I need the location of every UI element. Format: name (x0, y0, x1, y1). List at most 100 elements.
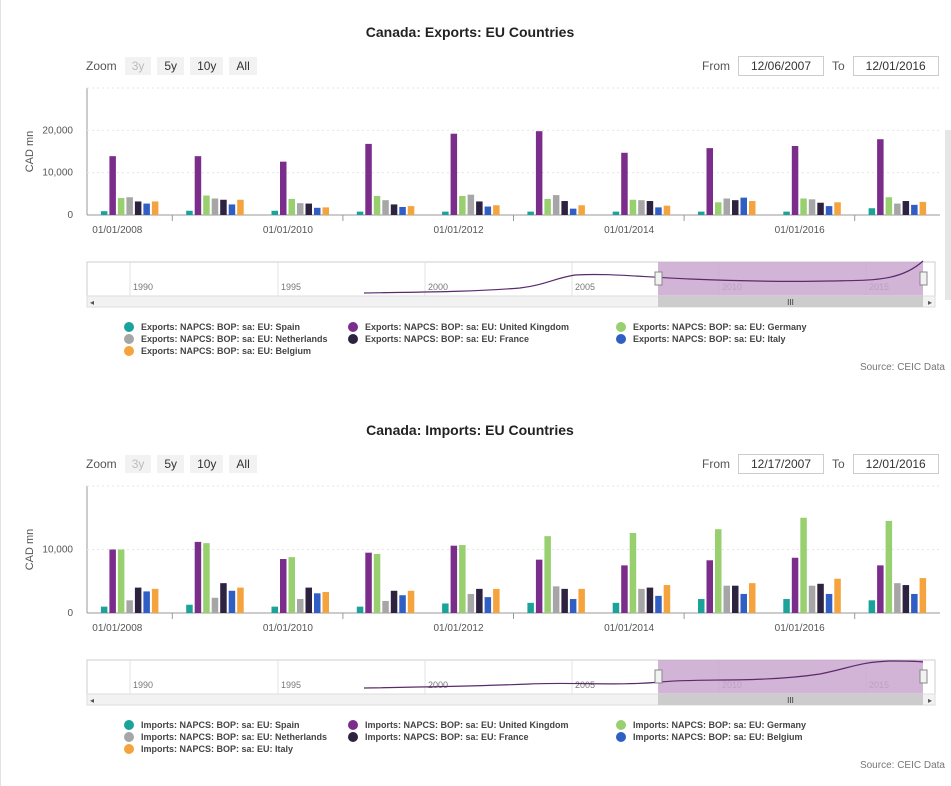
bar-netherlands[interactable] (297, 599, 304, 613)
bar-united-kingdom[interactable] (194, 541, 202, 613)
scroll-left-arrow-icon[interactable]: ◂ (90, 696, 94, 705)
bar-italy[interactable] (322, 592, 330, 613)
bar-belgium[interactable] (143, 591, 150, 613)
bar-belgium[interactable] (237, 199, 244, 215)
bar-italy[interactable] (919, 578, 927, 613)
bar-spain[interactable] (271, 606, 279, 613)
bar-germany[interactable] (885, 520, 893, 613)
bar-italy[interactable] (399, 206, 406, 215)
bar-united-kingdom[interactable] (706, 560, 714, 613)
bar-belgium[interactable] (493, 205, 500, 215)
zoom-5y-button[interactable]: 5y (157, 455, 185, 473)
bar-france[interactable] (220, 199, 227, 215)
bar-italy[interactable] (569, 208, 577, 215)
bar-united-kingdom[interactable] (706, 148, 714, 215)
scroll-right-arrow-icon[interactable]: ▸ (928, 696, 932, 705)
bar-netherlands[interactable] (382, 600, 389, 613)
bar-belgium[interactable] (314, 593, 321, 613)
bar-belgium[interactable] (834, 202, 841, 215)
legend-item[interactable]: Exports: NAPCS: BOP: sa: EU: Netherlands (124, 334, 328, 344)
bar-netherlands[interactable] (638, 200, 645, 215)
bar-belgium[interactable] (919, 201, 927, 215)
bar-italy[interactable] (663, 585, 671, 613)
bar-germany[interactable] (715, 202, 722, 215)
bar-netherlands[interactable] (894, 583, 901, 613)
zoom-10y-button[interactable]: 10y (190, 57, 224, 75)
bar-united-kingdom[interactable] (365, 143, 372, 215)
bar-italy[interactable] (825, 206, 833, 215)
bar-belgium[interactable] (578, 205, 585, 215)
bar-netherlands[interactable] (552, 195, 560, 215)
legend-item[interactable]: Imports: NAPCS: BOP: sa: EU: Italy (124, 744, 293, 754)
navigator-scrollbar-thumb[interactable] (658, 694, 923, 705)
bar-belgium[interactable] (569, 599, 577, 613)
bar-france[interactable] (134, 587, 142, 613)
bar-france[interactable] (476, 201, 483, 215)
bar-spain[interactable] (868, 208, 876, 215)
bar-germany[interactable] (800, 517, 807, 613)
bar-spain[interactable] (868, 600, 876, 613)
bar-netherlands[interactable] (382, 200, 389, 215)
bar-italy[interactable] (749, 583, 756, 613)
bar-germany[interactable] (373, 195, 381, 215)
bar-germany[interactable] (373, 553, 381, 613)
bar-spain[interactable] (356, 606, 364, 613)
bar-spain[interactable] (356, 211, 364, 215)
navigator-scrollbar-track[interactable] (86, 693, 936, 706)
bar-belgium[interactable] (407, 206, 415, 215)
bar-spain[interactable] (612, 602, 620, 613)
scroll-left-arrow-icon[interactable]: ◂ (90, 298, 94, 307)
bar-united-kingdom[interactable] (109, 549, 116, 614)
bar-united-kingdom[interactable] (877, 139, 884, 215)
bar-germany[interactable] (288, 557, 296, 613)
bar-france[interactable] (220, 583, 227, 613)
bar-belgium[interactable] (749, 201, 756, 215)
bar-belgium[interactable] (399, 595, 406, 613)
to-date-input[interactable]: 12/01/2016 (852, 454, 939, 474)
bar-germany[interactable] (629, 199, 637, 215)
bar-france[interactable] (305, 587, 313, 613)
bar-netherlands[interactable] (211, 597, 219, 613)
bar-germany[interactable] (203, 195, 210, 215)
bar-france[interactable] (817, 202, 824, 215)
bar-netherlands[interactable] (467, 194, 475, 215)
navigator-scrollbar-thumb[interactable] (658, 296, 923, 307)
bar-belgium[interactable] (228, 590, 236, 613)
bar-netherlands[interactable] (808, 585, 816, 613)
bar-germany[interactable] (800, 198, 807, 215)
bar-italy[interactable] (151, 588, 159, 613)
navigator-left-handle[interactable] (654, 669, 663, 684)
zoom-all-button[interactable]: All (229, 57, 257, 75)
bar-spain[interactable] (612, 211, 620, 215)
bar-spain[interactable] (783, 211, 790, 215)
bar-germany[interactable] (544, 198, 551, 215)
bar-france[interactable] (646, 201, 654, 215)
bar-spain[interactable] (100, 606, 108, 613)
bar-belgium[interactable] (825, 593, 833, 613)
bar-united-kingdom[interactable] (535, 131, 543, 215)
bar-italy[interactable] (911, 204, 918, 215)
bar-united-kingdom[interactable] (791, 145, 799, 215)
bar-united-kingdom[interactable] (450, 133, 458, 215)
bar-belgium[interactable] (151, 201, 159, 215)
bar-united-kingdom[interactable] (791, 557, 799, 613)
bar-netherlands[interactable] (126, 600, 133, 613)
bar-spain[interactable] (442, 603, 449, 613)
bar-france[interactable] (561, 201, 568, 215)
legend-item[interactable]: Exports: NAPCS: BOP: sa: EU: United King… (348, 322, 569, 332)
bar-france[interactable] (732, 585, 739, 613)
bar-belgium[interactable] (655, 595, 662, 613)
legend-item[interactable]: Imports: NAPCS: BOP: sa: EU: Belgium (616, 732, 803, 742)
bar-spain[interactable] (271, 210, 279, 215)
navigator-right-handle[interactable] (919, 271, 928, 286)
bar-germany[interactable] (715, 529, 722, 613)
bar-netherlands[interactable] (552, 586, 560, 613)
bar-france[interactable] (902, 201, 910, 215)
bar-italy[interactable] (493, 588, 500, 613)
bar-united-kingdom[interactable] (621, 152, 628, 215)
zoom-all-button[interactable]: All (229, 455, 257, 473)
zoom-3y-button[interactable]: 3y (124, 57, 152, 75)
bar-germany[interactable] (203, 543, 210, 613)
page-scrollbar[interactable] (945, 130, 951, 300)
bar-germany[interactable] (629, 532, 637, 613)
